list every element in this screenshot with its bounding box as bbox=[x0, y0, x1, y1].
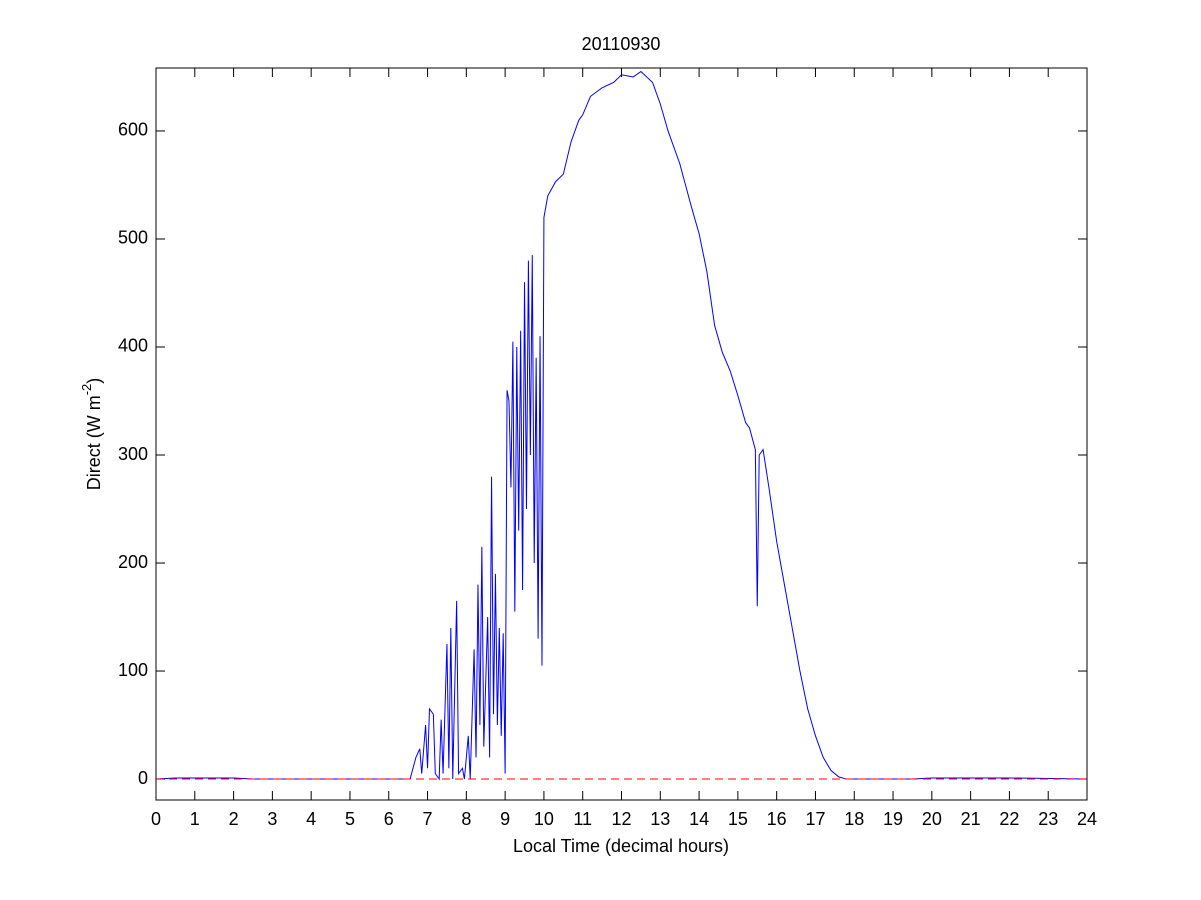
x-tick-label: 6 bbox=[384, 809, 394, 829]
x-tick-label: 9 bbox=[500, 809, 510, 829]
x-tick-label: 3 bbox=[267, 809, 277, 829]
x-tick-label: 23 bbox=[1038, 809, 1058, 829]
x-tick-label: 17 bbox=[805, 809, 825, 829]
x-tick-label: 1 bbox=[190, 809, 200, 829]
y-tick-label: 0 bbox=[138, 768, 148, 788]
y-tick-label: 100 bbox=[118, 660, 148, 680]
plot-frame bbox=[155, 67, 1088, 801]
y-label-superscript: -2 bbox=[79, 384, 94, 396]
x-tick-label: 13 bbox=[650, 809, 670, 829]
y-tick-label: 200 bbox=[118, 552, 148, 572]
x-tick-label: 5 bbox=[345, 809, 355, 829]
x-tick-label: 2 bbox=[229, 809, 239, 829]
x-tick-label: 4 bbox=[306, 809, 316, 829]
x-tick-label: 18 bbox=[844, 809, 864, 829]
x-tick-label: 24 bbox=[1077, 809, 1097, 829]
x-tick-label: 16 bbox=[767, 809, 787, 829]
x-tick-label: 20 bbox=[922, 809, 942, 829]
x-tick-label: 0 bbox=[151, 809, 161, 829]
x-tick-label: 21 bbox=[961, 809, 981, 829]
x-tick-label: 8 bbox=[461, 809, 471, 829]
x-tick-label: 19 bbox=[883, 809, 903, 829]
x-axis-label: Local Time (decimal hours) bbox=[513, 836, 729, 856]
x-tick-label: 22 bbox=[999, 809, 1019, 829]
x-tick-label: 12 bbox=[611, 809, 631, 829]
y-label-suffix: ) bbox=[84, 378, 104, 384]
y-tick-label: 300 bbox=[118, 444, 148, 464]
x-tick-label: 10 bbox=[534, 809, 554, 829]
x-tick-label: 11 bbox=[573, 809, 592, 829]
data-line bbox=[155, 70, 1088, 781]
y-axis-label: Direct (W m-2) bbox=[79, 378, 103, 491]
x-tick-label: 14 bbox=[689, 809, 709, 829]
x-tick-label: 7 bbox=[423, 809, 433, 829]
y-label-text: Direct (W m bbox=[84, 395, 104, 490]
x-tick-label: 15 bbox=[728, 809, 748, 829]
y-tick-label: 600 bbox=[118, 120, 148, 140]
y-tick-label: 400 bbox=[118, 336, 148, 356]
y-tick-label: 500 bbox=[118, 228, 148, 248]
chart-title: 20110930 bbox=[582, 34, 661, 54]
